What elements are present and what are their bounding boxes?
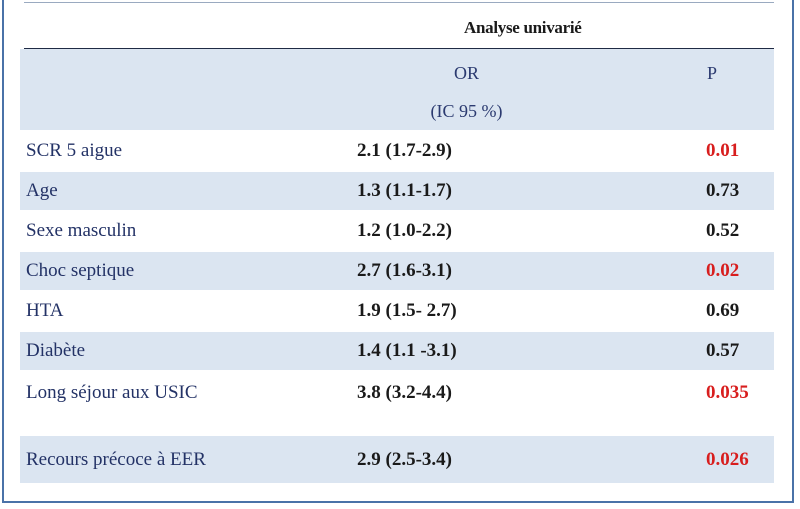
table-row: Age 1.3 (1.1-1.7) 0.73 <box>20 170 774 211</box>
row-label: Age <box>20 170 306 211</box>
column-header-row: OR (IC 95 %) P <box>20 49 774 131</box>
header-or: OR <box>453 62 479 83</box>
table-row: Choc septique 2.7 (1.6-3.1) 0.02 <box>20 250 774 291</box>
row-label: Sexe masculin <box>20 210 306 251</box>
row-label: HTA <box>20 290 306 331</box>
group-header: Analyse univarié <box>24 8 774 50</box>
row-p: 0.57 <box>627 330 774 371</box>
row-label: SCR 5 aigue <box>20 130 306 171</box>
header-or-cell: OR (IC 95 %) <box>306 49 627 131</box>
row-p: 0.02 <box>627 250 774 291</box>
row-p: 0.01 <box>627 130 774 171</box>
table-row: Recours précoce à EER 2.9 (2.5-3.4) 0.02… <box>20 434 774 483</box>
top-divider <box>24 2 774 3</box>
header-p: P <box>627 49 774 131</box>
row-or: 2.1 (1.7-2.9) <box>306 130 627 171</box>
table-row: HTA 1.9 (1.5- 2.7) 0.69 <box>20 290 774 331</box>
univariate-table: OR (IC 95 %) P SCR 5 aigue 2.1 (1.7-2.9)… <box>20 49 774 483</box>
row-p: 0.73 <box>627 170 774 211</box>
row-p: 0.52 <box>627 210 774 251</box>
row-or: 1.3 (1.1-1.7) <box>306 170 627 211</box>
row-p: 0.035 <box>627 370 774 435</box>
row-or: 3.8 (3.2-4.4) <box>306 370 627 435</box>
row-or: 1.9 (1.5- 2.7) <box>306 290 627 331</box>
table-row: Sexe masculin 1.2 (1.0-2.2) 0.52 <box>20 210 774 251</box>
row-label: Recours précoce à EER <box>20 434 306 483</box>
row-or: 1.2 (1.0-2.2) <box>306 210 627 251</box>
header-empty-cell <box>20 49 306 131</box>
group-title: Analyse univarié <box>464 18 582 37</box>
row-label: Long séjour aux USIC <box>20 370 306 435</box>
row-or: 2.9 (2.5-3.4) <box>306 434 627 483</box>
row-or: 1.4 (1.1 -3.1) <box>306 330 627 371</box>
row-p: 0.026 <box>627 434 774 483</box>
table-row: Diabète 1.4 (1.1 -3.1) 0.57 <box>20 330 774 371</box>
table-row: Long séjour aux USIC 3.8 (3.2-4.4) 0.035 <box>20 370 774 435</box>
table-row: SCR 5 aigue 2.1 (1.7-2.9) 0.01 <box>20 130 774 171</box>
header-ci: (IC 95 %) <box>430 100 503 121</box>
row-or: 2.7 (1.6-3.1) <box>306 250 627 291</box>
row-label: Diabète <box>20 330 306 371</box>
row-label: Choc septique <box>20 250 306 291</box>
row-p: 0.69 <box>627 290 774 331</box>
